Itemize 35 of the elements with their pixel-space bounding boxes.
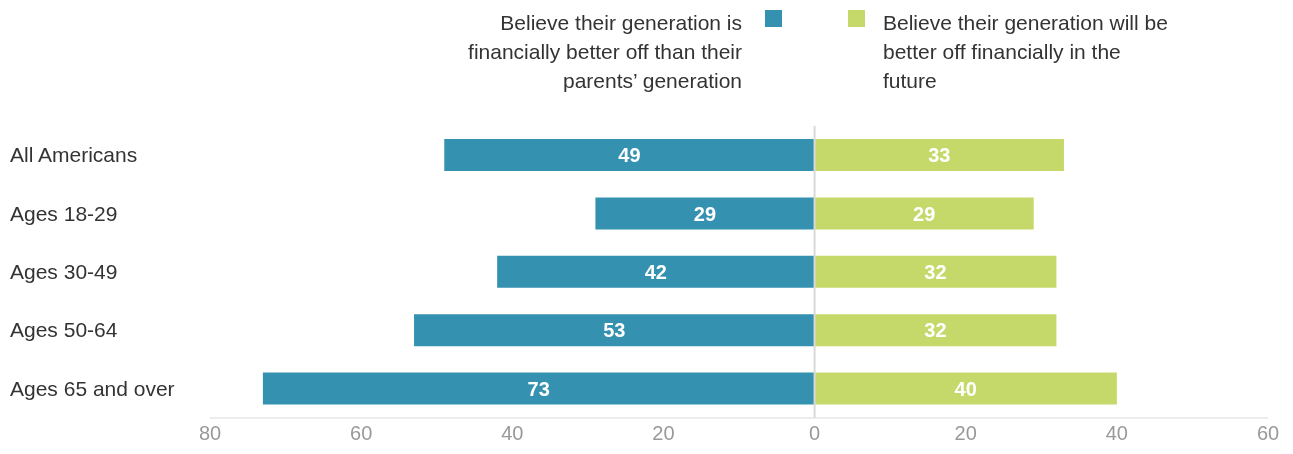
bar [414, 314, 815, 347]
bar [814, 372, 1117, 405]
x-tick-label: 40 [501, 422, 524, 445]
bar [814, 314, 1057, 347]
x-tick-label: 0 [809, 422, 821, 445]
bar [595, 197, 815, 230]
data-label: 49 [618, 144, 641, 167]
x-tick-label: 60 [350, 422, 373, 445]
y-tick-label: Ages 30-49 [10, 260, 118, 283]
x-tick-label: 20 [954, 422, 977, 445]
data-label: 32 [924, 260, 947, 283]
x-tick-label: 40 [1105, 422, 1128, 445]
x-tick-label: 20 [652, 422, 675, 445]
bar [814, 139, 1064, 171]
data-label: 32 [924, 319, 947, 342]
data-label: 33 [928, 144, 951, 167]
text: Believe their generation is financially better off than their parents’ generation [467, 10, 742, 94]
y-tick-label: Ages 50-64 [10, 318, 118, 342]
data-label: 42 [644, 260, 667, 283]
bar [814, 255, 1057, 288]
y-tick-label: All Americans [10, 143, 138, 167]
y-tick-label: Ages 65 and over [10, 376, 175, 400]
y-tick-label: Ages 18-29 [10, 201, 118, 225]
x-tick-label: 80 [198, 422, 222, 445]
data-label: 29 [913, 202, 936, 225]
data-label: 40 [954, 377, 977, 400]
data-label: 73 [527, 377, 550, 400]
data-label: 29 [693, 202, 717, 225]
bar [444, 139, 815, 171]
bar [262, 372, 815, 405]
data-label: 53 [603, 319, 626, 342]
bar [814, 197, 1034, 230]
legend-label: Believe their generation will be better off financially in the future [883, 10, 1169, 94]
bar [497, 255, 815, 288]
x-tick-label: 60 [1256, 422, 1280, 445]
